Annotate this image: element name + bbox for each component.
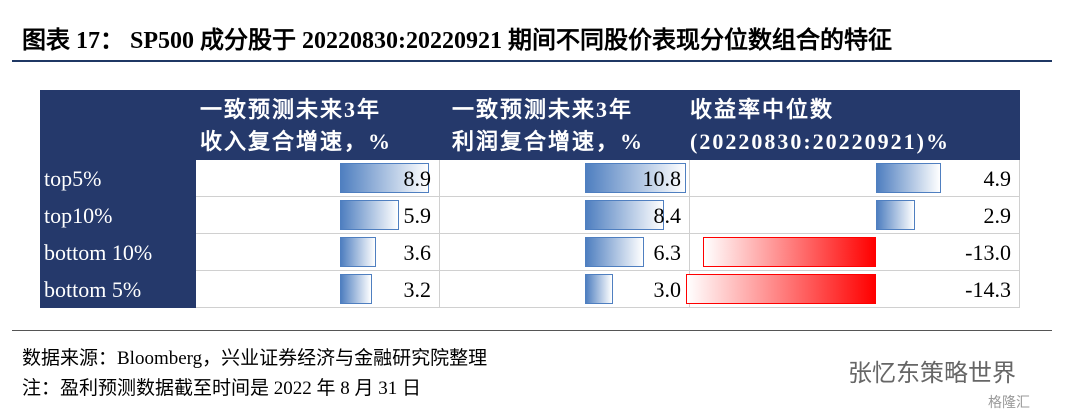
value-cell: 8.4 <box>440 197 690 234</box>
header-cell: 一致预测未来3年 收入复合增速，% <box>200 94 392 158</box>
header-line: 一致预测未来3年 <box>200 97 382 122</box>
data-bar <box>585 163 686 193</box>
value-label: 4.9 <box>983 166 1012 191</box>
value-cell: 6.3 <box>440 234 690 271</box>
value-label: 5.9 <box>403 203 432 228</box>
header-cell: 收益率中位数 (20220830:20220921)% <box>690 94 950 158</box>
data-bar <box>685 274 876 304</box>
value-cell: 4.9 <box>690 160 1020 197</box>
data-bar <box>340 200 399 230</box>
header-line: 收入复合增速，% <box>200 129 393 154</box>
value-label: -14.3 <box>965 277 1011 302</box>
value-label: 6.3 <box>653 240 682 265</box>
value-cell: -14.3 <box>685 271 1020 308</box>
watermark: 张忆东策略世界 <box>848 359 1016 387</box>
value-label: 8.9 <box>403 166 432 191</box>
data-bar <box>340 163 429 193</box>
value-label: 8.4 <box>653 203 682 228</box>
header-line: 一致预测未来3年 <box>452 97 634 122</box>
value-cell: 5.9 <box>196 197 440 234</box>
value-cell: 8.9 <box>196 160 440 197</box>
data-bar <box>876 200 915 230</box>
data-bar <box>585 200 664 230</box>
data-bar <box>585 274 614 304</box>
header-line: 收益率中位数 <box>690 97 835 122</box>
data-bar <box>585 237 644 267</box>
value-cell: 10.8 <box>440 160 690 197</box>
data-bar <box>340 274 372 304</box>
note: 注：盈利预测数据截至时间是 2022 年 8 月 31 日 <box>22 378 422 399</box>
data-bar <box>703 237 876 267</box>
header-line: 利润复合增速，% <box>452 129 645 154</box>
row-label: bottom 10% <box>40 234 196 271</box>
data-bar <box>340 237 376 267</box>
row-label: bottom 5% <box>40 271 196 308</box>
value-cell: 3.6 <box>196 234 440 271</box>
source: 数据来源：Bloomberg，兴业证券经济与金融研究院整理 <box>22 348 488 369</box>
header-cell: 一致预测未来3年 利润复合增速，% <box>452 94 644 158</box>
value-label: 3.2 <box>403 277 432 302</box>
rule <box>12 60 1052 62</box>
value-label: 3.0 <box>653 277 682 302</box>
value-label: 2.9 <box>983 203 1012 228</box>
value-cell: 3.2 <box>196 271 440 308</box>
value-label: 10.8 <box>642 166 682 191</box>
value-cell: -13.0 <box>690 234 1020 271</box>
row-label: top10% <box>40 197 196 234</box>
row-label: top5% <box>40 160 196 197</box>
header-line: (20220830:20220921)% <box>690 129 950 154</box>
table-header: 一致预测未来3年 收入复合增速，% 一致预测未来3年 利润复合增速，% 收益率中位数 (2… <box>40 90 1020 160</box>
value-cell: 2.9 <box>690 197 1020 234</box>
logo: 格隆汇 <box>988 395 1030 411</box>
value-label: -13.0 <box>965 240 1011 265</box>
rule <box>12 330 1052 331</box>
title: 图表 17： SP500 成分股于 20220830:20220921 期间不同… <box>22 28 892 54</box>
data-bar <box>876 163 942 193</box>
value-label: 3.6 <box>403 240 432 265</box>
value-cell: 3.0 <box>440 271 690 308</box>
